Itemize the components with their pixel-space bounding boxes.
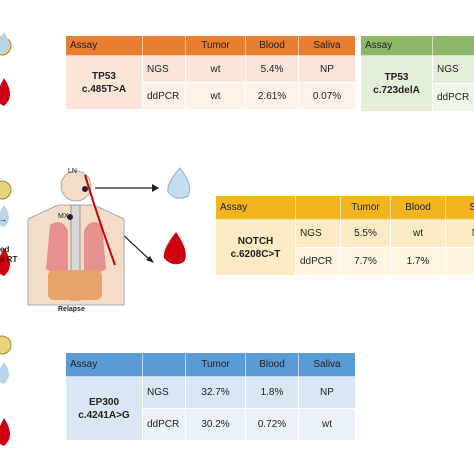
- header-cell: Blood: [245, 352, 299, 377]
- label: MX: [58, 213, 69, 220]
- header-cell: Tumor: [185, 35, 246, 56]
- label: Relapse: [58, 306, 85, 313]
- header-cell: Assay: [65, 35, 143, 56]
- gene-cell: TP53 c.485T>A: [65, 55, 143, 110]
- header-cell: Tumor: [340, 195, 391, 220]
- gene-line: c.723delA: [373, 84, 420, 96]
- gene-cell: NOTCH c.6208C>T: [215, 219, 296, 276]
- gene-line: TP53: [92, 70, 116, 82]
- cell: 0.07%: [298, 82, 355, 110]
- cell: wt: [298, 408, 355, 441]
- icons: →: [0, 32, 191, 446]
- header-cell: Assay: [360, 35, 433, 56]
- header-cell: [295, 195, 341, 220]
- header-cell: Saliva: [298, 35, 355, 56]
- cell: 32.7%: [185, 376, 246, 409]
- cell: 5.4%: [245, 55, 299, 83]
- cell: wt: [185, 82, 246, 110]
- cell: NP: [298, 376, 355, 409]
- header-cell: [142, 35, 186, 56]
- gene-line: c.6208C>T: [230, 248, 281, 260]
- gene-line: c.485T>A: [81, 83, 127, 95]
- table: Assay TP53 c.723delA NGS ddPCR: [360, 35, 474, 112]
- gene-line: EP300: [88, 396, 120, 408]
- label: LN: [68, 168, 77, 175]
- header-cell: Saliva: [298, 352, 355, 377]
- table-wrap: Assay TP53 c.723delA NGS ddPCR: [360, 35, 474, 112]
- cell: 1.8%: [245, 376, 299, 409]
- cell: wt: [390, 219, 446, 248]
- header-cell: [142, 352, 186, 377]
- header-cell: Blood: [390, 195, 446, 220]
- cell: ddPCR: [142, 82, 186, 110]
- row: ddPCR 30.2% 0.72% wt: [66, 408, 355, 441]
- cell: NGS: [432, 55, 474, 84]
- table-wrap: Assay Tumor Blood Saliva TP53 c.485T>A NGS wt 5.…: [65, 35, 355, 110]
- cell: N: [445, 219, 474, 248]
- label: e RT: [0, 255, 18, 264]
- row: TP53 c.485T>A NGS wt 5.4% NP: [65, 55, 355, 110]
- row: ddPCR: [361, 83, 474, 112]
- cell: NGS: [142, 55, 186, 83]
- header-cell: Tumor: [185, 352, 246, 377]
- header-row: Assay: [360, 35, 474, 56]
- cell: NP: [298, 55, 355, 83]
- label: ed: [0, 245, 10, 254]
- cell: 7.7%: [340, 247, 391, 276]
- header-cell: Sa: [445, 195, 474, 220]
- cell: 1.7%: [390, 247, 446, 276]
- cell: NGS: [295, 219, 341, 248]
- table: Assay Tumor Blood Saliva TP53 c.485T>A NGS wt 5.…: [65, 35, 355, 110]
- gene-cell: EP300 c.4241A>G: [65, 376, 143, 441]
- table-wrap: AssayTumorBloodSaNOTCHc.6208C>TNGS5.5%wt…: [215, 195, 474, 276]
- row: EP300 c.4241A>G NGS 32.7% 1.8% NP: [65, 376, 355, 441]
- cell: 30.2%: [185, 408, 246, 441]
- header-cell: [432, 35, 474, 56]
- svg-text:→: →: [0, 215, 7, 224]
- table: AssayTumorBloodSaNOTCHc.6208C>TNGS5.5%wt…: [215, 195, 474, 276]
- header-cell: Blood: [245, 35, 299, 56]
- table: Assay Tumor Blood Saliva EP300 c.4241A>G NGS 32…: [65, 352, 355, 441]
- row: ddPCR 7.7% 1.7%: [216, 247, 474, 276]
- gene-cell: TP53 c.723delA: [360, 55, 433, 112]
- cell: 0.72%: [245, 408, 299, 441]
- row: TP53 c.723delA NGS: [360, 55, 474, 112]
- body: [27, 170, 125, 306]
- cell: wt: [185, 55, 246, 83]
- cell: 2.61%: [245, 82, 299, 110]
- cell: NGS: [142, 376, 186, 409]
- cell: ddPCR: [432, 83, 474, 112]
- cell: ddPCR: [142, 408, 186, 441]
- cell: [445, 247, 474, 276]
- gene-line: TP53: [384, 71, 409, 83]
- table-wrap: Assay Tumor Blood Saliva EP300 c.4241A>G NGS 32…: [65, 352, 355, 441]
- row: ddPCR wt 2.61% 0.07%: [66, 82, 355, 110]
- cell: ddPCR: [295, 247, 341, 276]
- header-row: Assay Tumor Blood Saliva: [65, 35, 355, 56]
- cell: 5.5%: [340, 219, 391, 248]
- header-cell: Assay: [65, 352, 143, 377]
- header-row: Assay Tumor Blood Saliva: [65, 352, 355, 377]
- header-cell: Assay: [215, 195, 296, 220]
- gene-line: c.4241A>G: [78, 409, 130, 421]
- gene-line: NOTCH: [237, 235, 274, 247]
